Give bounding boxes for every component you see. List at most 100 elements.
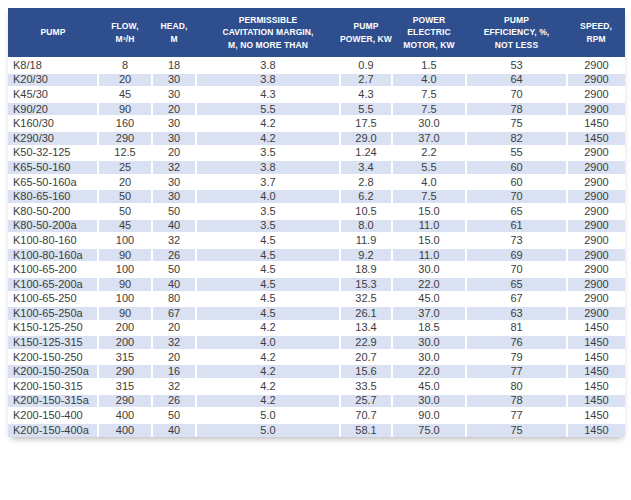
value-cell-cavitation_margin: 5.5 (196, 102, 340, 117)
value-cell-efficiency: 70 (466, 262, 567, 277)
value-cell-flow: 400 (98, 408, 152, 423)
table-row: K200-150-315a290264.225.730.0781450 (8, 394, 625, 409)
value-cell-motor_power: 1.5 (392, 58, 466, 73)
value-cell-head: 30 (152, 175, 196, 190)
value-cell-flow: 100 (98, 292, 152, 307)
value-cell-head: 20 (152, 146, 196, 161)
value-cell-speed: 1450 (567, 335, 625, 350)
value-cell-speed: 2900 (567, 58, 625, 73)
value-cell-motor_power: 45.0 (392, 379, 466, 394)
value-cell-motor_power: 7.5 (392, 87, 466, 102)
value-cell-speed: 1450 (567, 394, 625, 409)
value-cell-speed: 2900 (567, 160, 625, 175)
value-cell-head: 80 (152, 292, 196, 307)
pump-name-cell: K100-80-160 (8, 233, 98, 248)
value-cell-head: 16 (152, 364, 196, 379)
value-cell-speed: 1450 (567, 321, 625, 336)
value-cell-cavitation_margin: 4.0 (196, 189, 340, 204)
value-cell-speed: 2900 (567, 102, 625, 117)
table-row: K20/3020303.82.74.0642900 (8, 73, 625, 88)
value-cell-head: 30 (152, 73, 196, 88)
pump-name-cell: K200-150-400a (8, 423, 98, 438)
table-row: K200-150-250315204.220.730.0791450 (8, 350, 625, 365)
value-cell-efficiency: 78 (466, 102, 567, 117)
value-cell-flow: 90 (98, 306, 152, 321)
value-cell-efficiency: 82 (466, 131, 567, 146)
value-cell-pump_power: 2.8 (340, 175, 392, 190)
value-cell-efficiency: 53 (466, 58, 567, 73)
value-cell-efficiency: 60 (466, 175, 567, 190)
value-cell-motor_power: 37.0 (392, 131, 466, 146)
value-cell-cavitation_margin: 5.0 (196, 408, 340, 423)
table-row: K100-80-160a90264.59.211.0692900 (8, 248, 625, 263)
value-cell-motor_power: 30.0 (392, 116, 466, 131)
value-cell-flow: 90 (98, 248, 152, 263)
table-row: K80-65-16050304.06.27.5702900 (8, 189, 625, 204)
pump-name-cell: K200-150-250a (8, 364, 98, 379)
value-cell-cavitation_margin: 5.0 (196, 423, 340, 438)
value-cell-speed: 2900 (567, 175, 625, 190)
value-cell-speed: 2900 (567, 292, 625, 307)
table-row: K8/188183.80.91.5532900 (8, 58, 625, 73)
value-cell-cavitation_margin: 4.2 (196, 350, 340, 365)
value-cell-speed: 2900 (567, 248, 625, 263)
value-cell-cavitation_margin: 4.5 (196, 262, 340, 277)
value-cell-cavitation_margin: 4.2 (196, 379, 340, 394)
table-body: K8/188183.80.91.5532900K20/3020303.82.74… (8, 58, 625, 437)
value-cell-flow: 290 (98, 364, 152, 379)
value-cell-cavitation_margin: 4.2 (196, 116, 340, 131)
value-cell-pump_power: 29.0 (340, 131, 392, 146)
value-cell-pump_power: 11.9 (340, 233, 392, 248)
pump-name-cell: K100-65-250 (8, 292, 98, 307)
value-cell-speed: 1450 (567, 131, 625, 146)
table-row: K100-65-200a90404.515.322.0652900 (8, 277, 625, 292)
column-header-pump: PUMP (8, 8, 98, 58)
table-row: K160/30160304.217.530.0751450 (8, 116, 625, 131)
pump-name-cell: K100-65-200 (8, 262, 98, 277)
value-cell-head: 20 (152, 102, 196, 117)
pump-name-cell: K100-65-200a (8, 277, 98, 292)
value-cell-head: 26 (152, 248, 196, 263)
value-cell-pump_power: 58.1 (340, 423, 392, 438)
value-cell-cavitation_margin: 3.7 (196, 175, 340, 190)
header-row: PUMPFLOW, M³/HHEAD, MPERMISSIBLE CAVITAT… (8, 8, 625, 58)
value-cell-cavitation_margin: 4.5 (196, 233, 340, 248)
value-cell-motor_power: 7.5 (392, 102, 466, 117)
column-header-flow: FLOW, M³/H (98, 8, 152, 58)
pump-name-cell: K160/30 (8, 116, 98, 131)
column-header-head: HEAD, M (152, 8, 196, 58)
value-cell-efficiency: 73 (466, 233, 567, 248)
value-cell-efficiency: 63 (466, 306, 567, 321)
pump-specs-table: PUMPFLOW, M³/HHEAD, MPERMISSIBLE CAVITAT… (8, 8, 625, 437)
value-cell-cavitation_margin: 4.2 (196, 131, 340, 146)
value-cell-speed: 2900 (567, 146, 625, 161)
pump-name-cell: K45/30 (8, 87, 98, 102)
value-cell-efficiency: 64 (466, 73, 567, 88)
value-cell-cavitation_margin: 4.2 (196, 364, 340, 379)
value-cell-efficiency: 75 (466, 116, 567, 131)
table-row: K150-125-315200324.022.930.0761450 (8, 335, 625, 350)
column-header-efficiency: PUMP EFFICIENCY, %, NOT LESS (466, 8, 567, 58)
value-cell-speed: 1450 (567, 379, 625, 394)
value-cell-pump_power: 70.7 (340, 408, 392, 423)
value-cell-pump_power: 9.2 (340, 248, 392, 263)
table-row: K90/2090205.55.57.5782900 (8, 102, 625, 117)
table-row: K200-150-400400505.070.790.0771450 (8, 408, 625, 423)
pump-name-cell: K8/18 (8, 58, 98, 73)
pump-name-cell: K100-65-250a (8, 306, 98, 321)
pump-name-cell: K290/30 (8, 131, 98, 146)
value-cell-head: 30 (152, 189, 196, 204)
value-cell-cavitation_margin: 4.2 (196, 394, 340, 409)
value-cell-efficiency: 76 (466, 335, 567, 350)
value-cell-pump_power: 22.9 (340, 335, 392, 350)
value-cell-pump_power: 33.5 (340, 379, 392, 394)
value-cell-speed: 2900 (567, 233, 625, 248)
pump-name-cell: K150-125-315 (8, 335, 98, 350)
value-cell-flow: 45 (98, 219, 152, 234)
value-cell-speed: 2900 (567, 306, 625, 321)
value-cell-flow: 20 (98, 73, 152, 88)
value-cell-speed: 2900 (567, 189, 625, 204)
value-cell-efficiency: 60 (466, 160, 567, 175)
value-cell-speed: 1450 (567, 408, 625, 423)
value-cell-motor_power: 15.0 (392, 204, 466, 219)
